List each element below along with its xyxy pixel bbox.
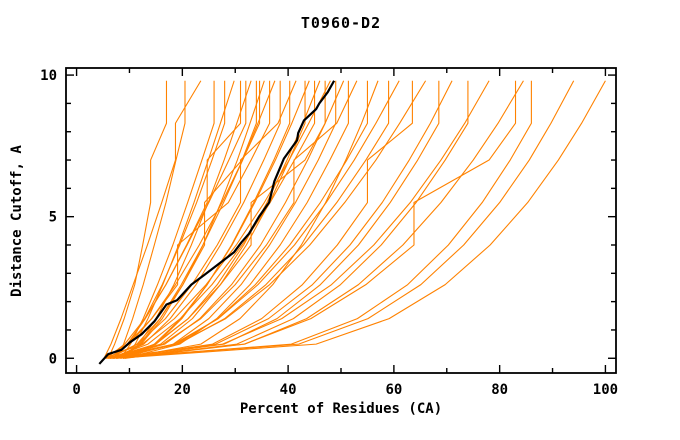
model-curve-model-39	[123, 80, 524, 359]
model-curve-model-41	[108, 80, 575, 359]
x-tick-label: 60	[385, 382, 402, 398]
model-curve-model-28	[113, 80, 368, 359]
model-curve-model-40	[109, 80, 532, 359]
highlighted-model-curve	[98, 80, 336, 365]
model-curve-model-27	[106, 80, 358, 359]
y-tick-label: 10	[40, 68, 57, 84]
chart-title: T0960-D2	[300, 14, 382, 32]
model-curve-model-06	[124, 80, 235, 359]
model-curve-model-25	[112, 80, 345, 359]
x-tick-label: 100	[593, 382, 618, 398]
model-curve-model-03	[103, 80, 202, 359]
x-tick-label: 80	[491, 382, 508, 398]
x-tick-label: 40	[280, 382, 297, 398]
x-tick-label: 0	[72, 382, 80, 398]
model-curve-model-02	[115, 80, 186, 359]
model-curve-model-29	[123, 80, 379, 359]
model-curve-model-22	[116, 80, 326, 359]
model-curve-model-11	[108, 80, 261, 359]
model-curve-model-18	[113, 80, 306, 359]
model-curve-model-32	[116, 80, 413, 359]
model-curve-model-36	[125, 80, 469, 359]
y-tick-label: 0	[49, 351, 57, 367]
model-curve-model-15	[112, 80, 281, 359]
model-curve-model-24	[120, 80, 337, 359]
model-curve-model-20	[109, 80, 316, 359]
model-curve-model-31	[108, 80, 400, 359]
model-curve-model-08	[113, 80, 247, 359]
model-curve-model-01	[107, 80, 168, 359]
model-curve-model-35	[112, 80, 453, 359]
model-curve-model-37	[106, 80, 490, 359]
x-tick-label: 20	[174, 382, 191, 398]
model-curve-model-10	[109, 80, 257, 359]
model-curve-model-30	[109, 80, 390, 359]
model-curve-model-23	[103, 80, 331, 359]
model-curve-model-42	[116, 80, 606, 359]
y-tick-label: 5	[49, 210, 57, 226]
model-curve-model-13	[103, 80, 271, 359]
model-curve-model-09	[122, 80, 252, 359]
model-curve-model-19	[122, 80, 310, 359]
model-curve-model-33	[103, 80, 427, 359]
model-curve-model-17	[105, 80, 297, 359]
x-axis-label: Percent of Residues (CA)	[239, 401, 443, 417]
